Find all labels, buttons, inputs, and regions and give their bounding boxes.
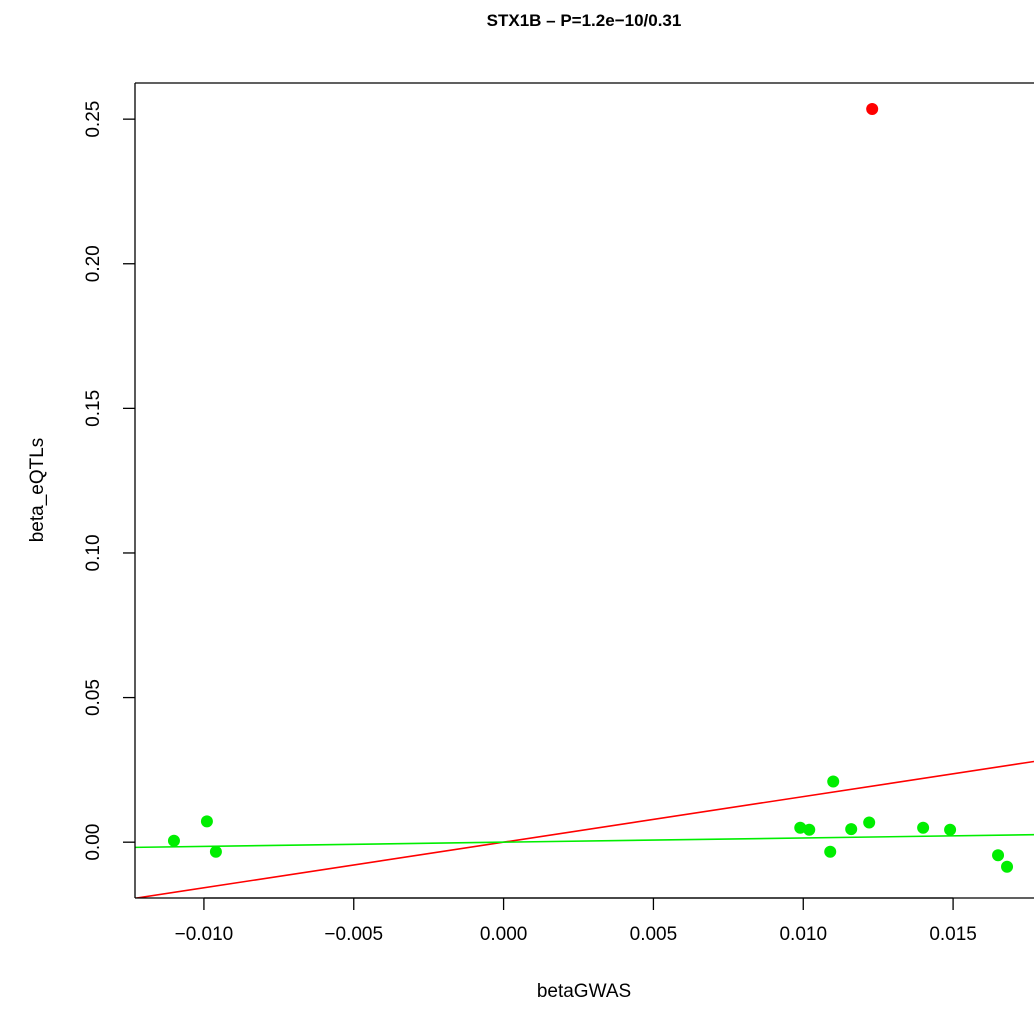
- x-tick-label: 0.010: [779, 924, 827, 945]
- data-point: [866, 103, 879, 116]
- x-tick-label: 0.015: [929, 924, 977, 945]
- regression-line-1: [135, 833, 1034, 849]
- data-point: [167, 834, 180, 847]
- data-point: [1001, 860, 1014, 873]
- data-point: [944, 823, 957, 836]
- x-tick-label: −0.005: [324, 924, 383, 945]
- x-axis-label: betaGWAS: [537, 981, 631, 1002]
- data-point: [209, 845, 222, 858]
- y-tick-label: 0.10: [83, 534, 104, 571]
- data-point: [824, 845, 837, 858]
- y-axis-label: beta_eQTLs: [27, 438, 48, 543]
- x-axis: −0.010 −0.005 0.000 0.005 0.010 0.015: [175, 897, 977, 945]
- data-point: [827, 775, 840, 788]
- data-point: [794, 821, 807, 834]
- y-tick-label: 0.00: [83, 824, 104, 861]
- y-axis: 0.00 0.05 0.10 0.15 0.20 0.25: [83, 101, 135, 861]
- x-tick-label: 0.005: [630, 924, 678, 945]
- data-point: [803, 823, 816, 836]
- y-tick-label: 0.25: [83, 101, 104, 138]
- data-point: [917, 821, 930, 834]
- data-point: [863, 816, 876, 829]
- y-tick-label: 0.20: [83, 245, 104, 282]
- x-tick-label: 0.000: [480, 924, 528, 945]
- data-point: [200, 815, 213, 828]
- regression-lines: [135, 760, 1034, 898]
- data-point: [845, 823, 858, 836]
- data-point: [992, 849, 1005, 862]
- y-tick-label: 0.15: [83, 390, 104, 427]
- y-tick-label: 0.05: [83, 679, 104, 716]
- x-tick-label: −0.010: [175, 924, 234, 945]
- chart-title: STX1B – P=1.2e−10/0.31: [487, 11, 682, 30]
- data-points: [167, 103, 1014, 873]
- regression-line-0: [135, 760, 1034, 898]
